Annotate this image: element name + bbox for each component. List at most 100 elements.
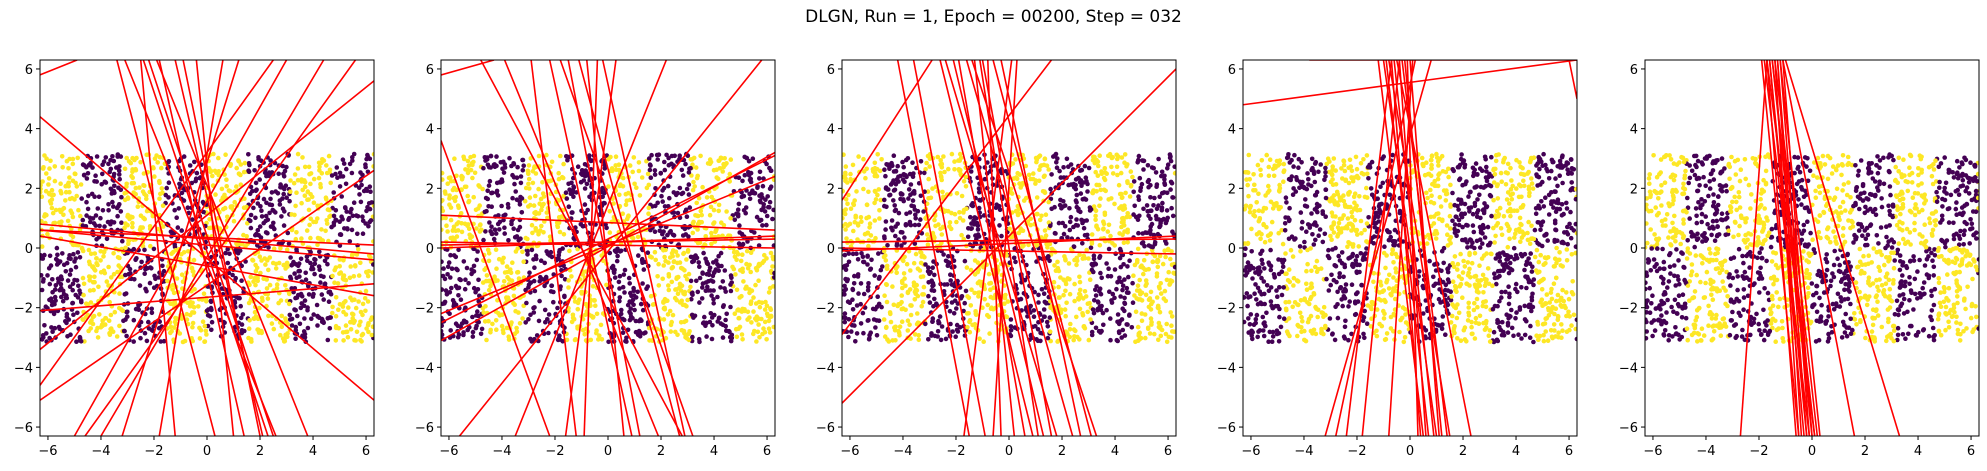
scatter-point [342, 205, 348, 210]
scatter-point [1079, 167, 1085, 173]
scatter-point [683, 207, 689, 213]
scatter-point [557, 337, 563, 342]
scatter-point [448, 252, 453, 258]
scatter-point [86, 328, 91, 334]
scatter-point [294, 190, 299, 195]
scatter-point [126, 241, 131, 247]
scatter-point [46, 182, 51, 187]
scatter-point [973, 311, 979, 317]
scatter-point [589, 313, 594, 319]
scatter-point [305, 305, 310, 310]
scatter-point [173, 321, 179, 327]
scatter-point [772, 275, 775, 280]
scatter-point [49, 325, 54, 330]
scatter-point [50, 277, 55, 282]
scatter-point [740, 266, 745, 272]
scatter-point [848, 171, 853, 177]
x-tick-label: −2 [144, 444, 163, 459]
scatter-point [351, 274, 357, 279]
scatter-point [1157, 194, 1162, 200]
scatter-point [901, 164, 906, 170]
scatter-point [540, 180, 545, 185]
scatter-point [964, 265, 970, 270]
scatter-point [60, 251, 65, 256]
scatter-point [726, 233, 731, 238]
scatter-point [528, 312, 533, 318]
scatter-point [88, 219, 93, 225]
scatter-point [762, 329, 768, 335]
scatter-point [627, 163, 633, 168]
scatter-point [282, 186, 287, 192]
scatter-point [311, 219, 316, 225]
scatter-point [1034, 159, 1039, 165]
scatter-point [912, 297, 918, 302]
scatter-point [1045, 254, 1051, 259]
scatter-point [126, 159, 132, 164]
scatter-point [256, 327, 261, 333]
scatter-point [526, 181, 531, 187]
scatter-point [265, 258, 270, 263]
scatter-point [98, 215, 103, 221]
scatter-point [43, 304, 49, 310]
scatter-point [506, 205, 511, 210]
scatter-point [580, 272, 585, 277]
scatter-point [638, 301, 644, 307]
scatter-point [882, 197, 887, 203]
scatter-point [912, 191, 917, 196]
scatter-point [855, 257, 861, 262]
scatter-point [555, 224, 561, 230]
scatter-point [278, 245, 283, 251]
scatter-point [1102, 166, 1108, 171]
scatter-point [221, 206, 226, 212]
scatter-point [561, 194, 566, 199]
scatter-point [458, 297, 464, 303]
scatter-point [1089, 232, 1095, 237]
scatter-point [293, 328, 299, 333]
scatter-point [675, 210, 681, 216]
scatter-point [902, 276, 907, 281]
scatter-point [770, 264, 775, 269]
scatter-point [520, 157, 526, 163]
decision-line [195, 60, 235, 436]
scatter-point [495, 193, 501, 198]
scatter-point [993, 205, 999, 210]
scatter-point [876, 251, 881, 256]
scatter-point [65, 218, 71, 224]
scatter-point [471, 285, 477, 291]
scatter-point [75, 250, 81, 255]
scatter-point [739, 194, 745, 200]
scatter-point [1169, 314, 1175, 319]
scatter-point [1007, 226, 1012, 232]
scatter-point [112, 309, 118, 315]
scatter-point [941, 252, 946, 257]
scatter-point [172, 325, 177, 330]
scatter-point [653, 203, 658, 209]
scatter-point [501, 255, 506, 261]
scatter-point [947, 260, 952, 266]
scatter-point [68, 267, 74, 273]
scatter-point [849, 329, 854, 334]
scatter-point [72, 197, 77, 202]
scatter-point [607, 250, 613, 256]
scatter-point [520, 249, 525, 255]
scatter-point [556, 170, 561, 176]
scatter-point [647, 338, 652, 343]
scatter-point [688, 284, 693, 290]
scatter-point [661, 317, 667, 322]
scatter-point [1172, 164, 1176, 169]
scatter-point [755, 329, 761, 335]
scatter-point [942, 169, 947, 175]
scatter-point [209, 327, 214, 333]
scatter-point [279, 214, 284, 219]
scatter-point [860, 254, 866, 259]
scatter-point [301, 303, 307, 309]
scatter-point [188, 312, 193, 318]
scatter-point [533, 226, 538, 231]
scatter-point [915, 311, 920, 316]
scatter-point [933, 223, 938, 229]
scatter-point [359, 182, 364, 188]
scatter-point [957, 210, 962, 215]
scatter-point [580, 172, 585, 178]
scatter-point [1142, 243, 1147, 249]
scatter-point [288, 189, 293, 194]
